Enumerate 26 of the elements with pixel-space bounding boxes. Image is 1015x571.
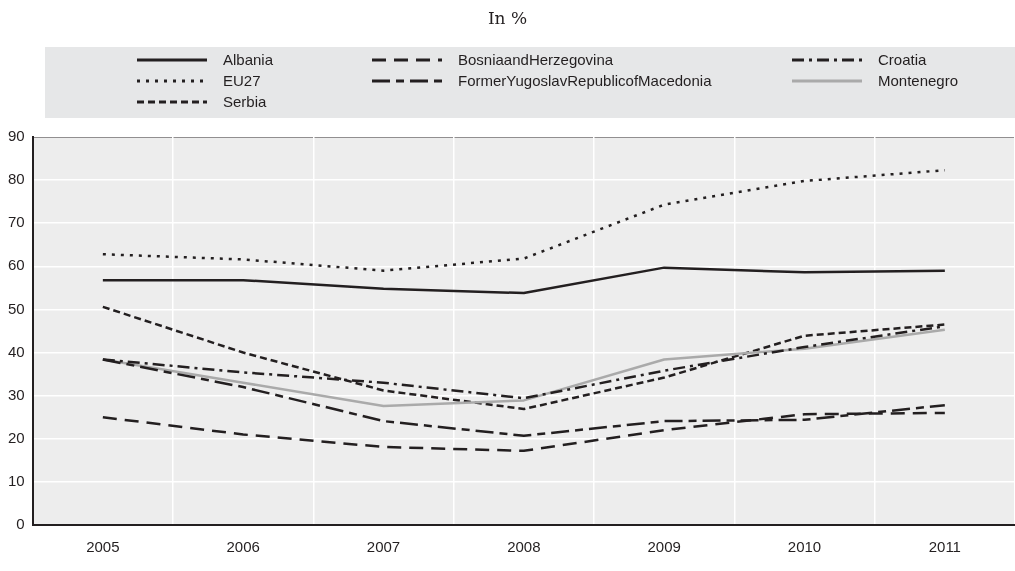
y-tick-label: 30 bbox=[8, 385, 25, 403]
x-tick-label: 2011 bbox=[928, 538, 961, 556]
y-tick-label: 60 bbox=[8, 256, 25, 274]
y-tick-label: 80 bbox=[8, 170, 25, 188]
y-tick-label: 20 bbox=[8, 428, 25, 446]
y-tick-label: 40 bbox=[8, 342, 25, 360]
x-tick-label: 2009 bbox=[647, 538, 681, 556]
y-tick-label: 90 bbox=[8, 127, 25, 145]
legend-label: Albania bbox=[223, 51, 274, 68]
x-tick-label: 2008 bbox=[507, 538, 541, 556]
y-tick-label: 10 bbox=[8, 472, 25, 490]
legend-label: BosniaandHerzegovina bbox=[458, 51, 614, 68]
legend-label: Croatia bbox=[878, 51, 927, 68]
y-tick-label: 50 bbox=[8, 299, 25, 317]
legend-label: Serbia bbox=[223, 93, 267, 110]
legend-label: Montenegro bbox=[878, 72, 959, 89]
legend-label: FormerYugoslavRepublicofMacedonia bbox=[458, 72, 712, 89]
line-series bbox=[101, 168, 947, 272]
chart-subtitle: In % bbox=[486, 8, 529, 28]
x-tick-label: 2007 bbox=[366, 538, 401, 556]
x-tick-label: 2005 bbox=[86, 538, 120, 556]
y-tick-label: 0 bbox=[16, 515, 25, 533]
x-tick-label: 2010 bbox=[787, 538, 822, 556]
x-tick-label: 2006 bbox=[226, 538, 260, 556]
legend-label: EU27 bbox=[223, 72, 261, 89]
y-tick-label: 70 bbox=[8, 213, 25, 231]
